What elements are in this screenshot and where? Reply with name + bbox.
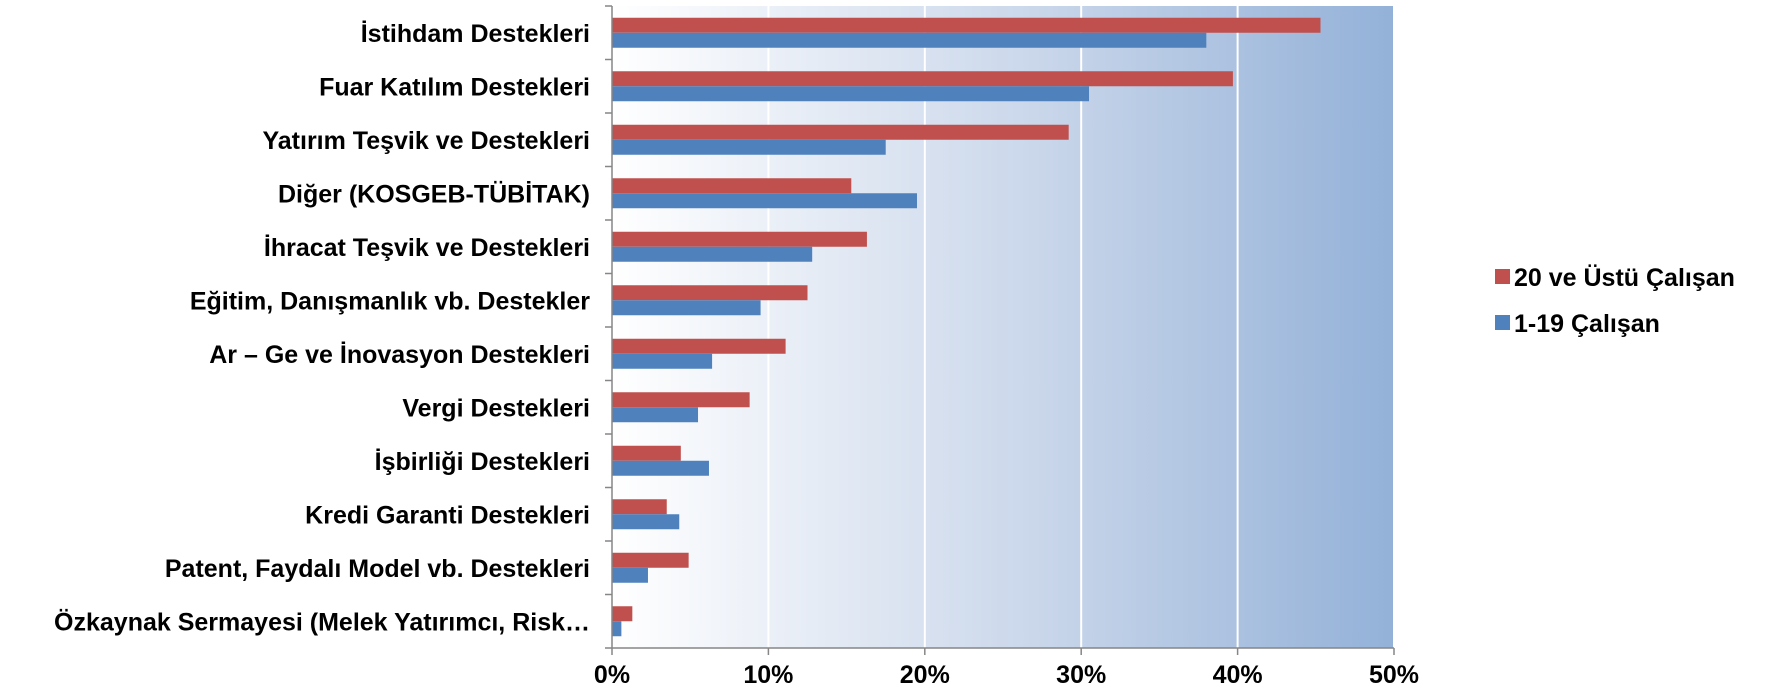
bar-series-1-19 xyxy=(612,86,1090,102)
bar-series-20-plus xyxy=(612,445,681,461)
legend-label: 1-19 Çalışan xyxy=(1514,310,1660,338)
category-label: Fuar Katılım Destekleri xyxy=(319,73,590,101)
legend: 20 ve Üstü Çalışan 1-19 Çalışan xyxy=(1495,263,1735,338)
legend-label: 20 ve Üstü Çalışan xyxy=(1514,263,1735,292)
category-label: İşbirliği Destekleri xyxy=(375,448,590,476)
bar-series-1-19 xyxy=(612,139,886,155)
x-tick-label: 20% xyxy=(900,661,950,689)
x-tick-label: 30% xyxy=(1056,661,1106,689)
bar-series-20-plus xyxy=(612,17,1321,33)
bar-series-1-19 xyxy=(612,246,813,262)
bar-series-20-plus xyxy=(612,392,750,408)
bars xyxy=(612,17,1321,637)
x-tick-label: 50% xyxy=(1369,661,1419,689)
gridlines xyxy=(767,6,1395,648)
bar-series-20-plus xyxy=(612,606,633,622)
category-label: Eğitim, Danışmanlık vb. Destekler xyxy=(190,287,590,315)
x-tick-labels: 0% 10% 20% 30% 40% 50% xyxy=(594,661,1419,689)
bar-series-20-plus xyxy=(612,499,667,515)
bar-series-20-plus xyxy=(612,285,808,301)
category-label: Vergi Destekleri xyxy=(402,394,590,422)
category-labels: İstihdam Destekleri Fuar Katılım Destekle… xyxy=(54,20,590,637)
bar-series-1-19 xyxy=(612,567,648,583)
category-label: Özkaynak Sermayesi (Melek Yatırımcı, Ris… xyxy=(54,607,590,636)
bar-series-20-plus xyxy=(612,231,867,247)
bar-series-1-19 xyxy=(612,407,699,423)
plot-area xyxy=(612,6,1394,648)
x-tick-label: 0% xyxy=(594,661,630,689)
bar-series-20-plus xyxy=(612,338,786,354)
category-label: Kredi Garanti Destekleri xyxy=(305,501,590,529)
bar-series-1-19 xyxy=(612,300,761,316)
bar-series-1-19 xyxy=(612,514,680,530)
bar-series-1-19 xyxy=(612,32,1207,48)
legend-swatch xyxy=(1495,315,1510,330)
legend-swatch xyxy=(1495,269,1510,284)
category-label: Diğer (KOSGEB-TÜBİTAK) xyxy=(278,179,590,208)
axes xyxy=(605,5,1395,655)
category-label: Yatırım Teşvik ve Destekleri xyxy=(262,127,590,155)
bar-series-20-plus xyxy=(612,71,1233,87)
bar-series-1-19 xyxy=(612,460,709,476)
bar-series-1-19 xyxy=(612,193,917,209)
category-label: İhracat Teşvik ve Destekleri xyxy=(264,234,590,262)
bar-series-20-plus xyxy=(612,178,852,194)
bar-series-20-plus xyxy=(612,124,1069,140)
x-tick-label: 40% xyxy=(1213,661,1263,689)
category-label: İstihdam Destekleri xyxy=(361,20,590,48)
x-tick-label: 10% xyxy=(743,661,793,689)
category-label: Ar – Ge ve İnovasyon Destekleri xyxy=(209,341,590,369)
category-label: Patent, Faydalı Model vb. Destekleri xyxy=(165,555,590,583)
bar-series-1-19 xyxy=(612,353,713,369)
bar-series-20-plus xyxy=(612,552,689,568)
bar-series-1-19 xyxy=(612,621,622,637)
